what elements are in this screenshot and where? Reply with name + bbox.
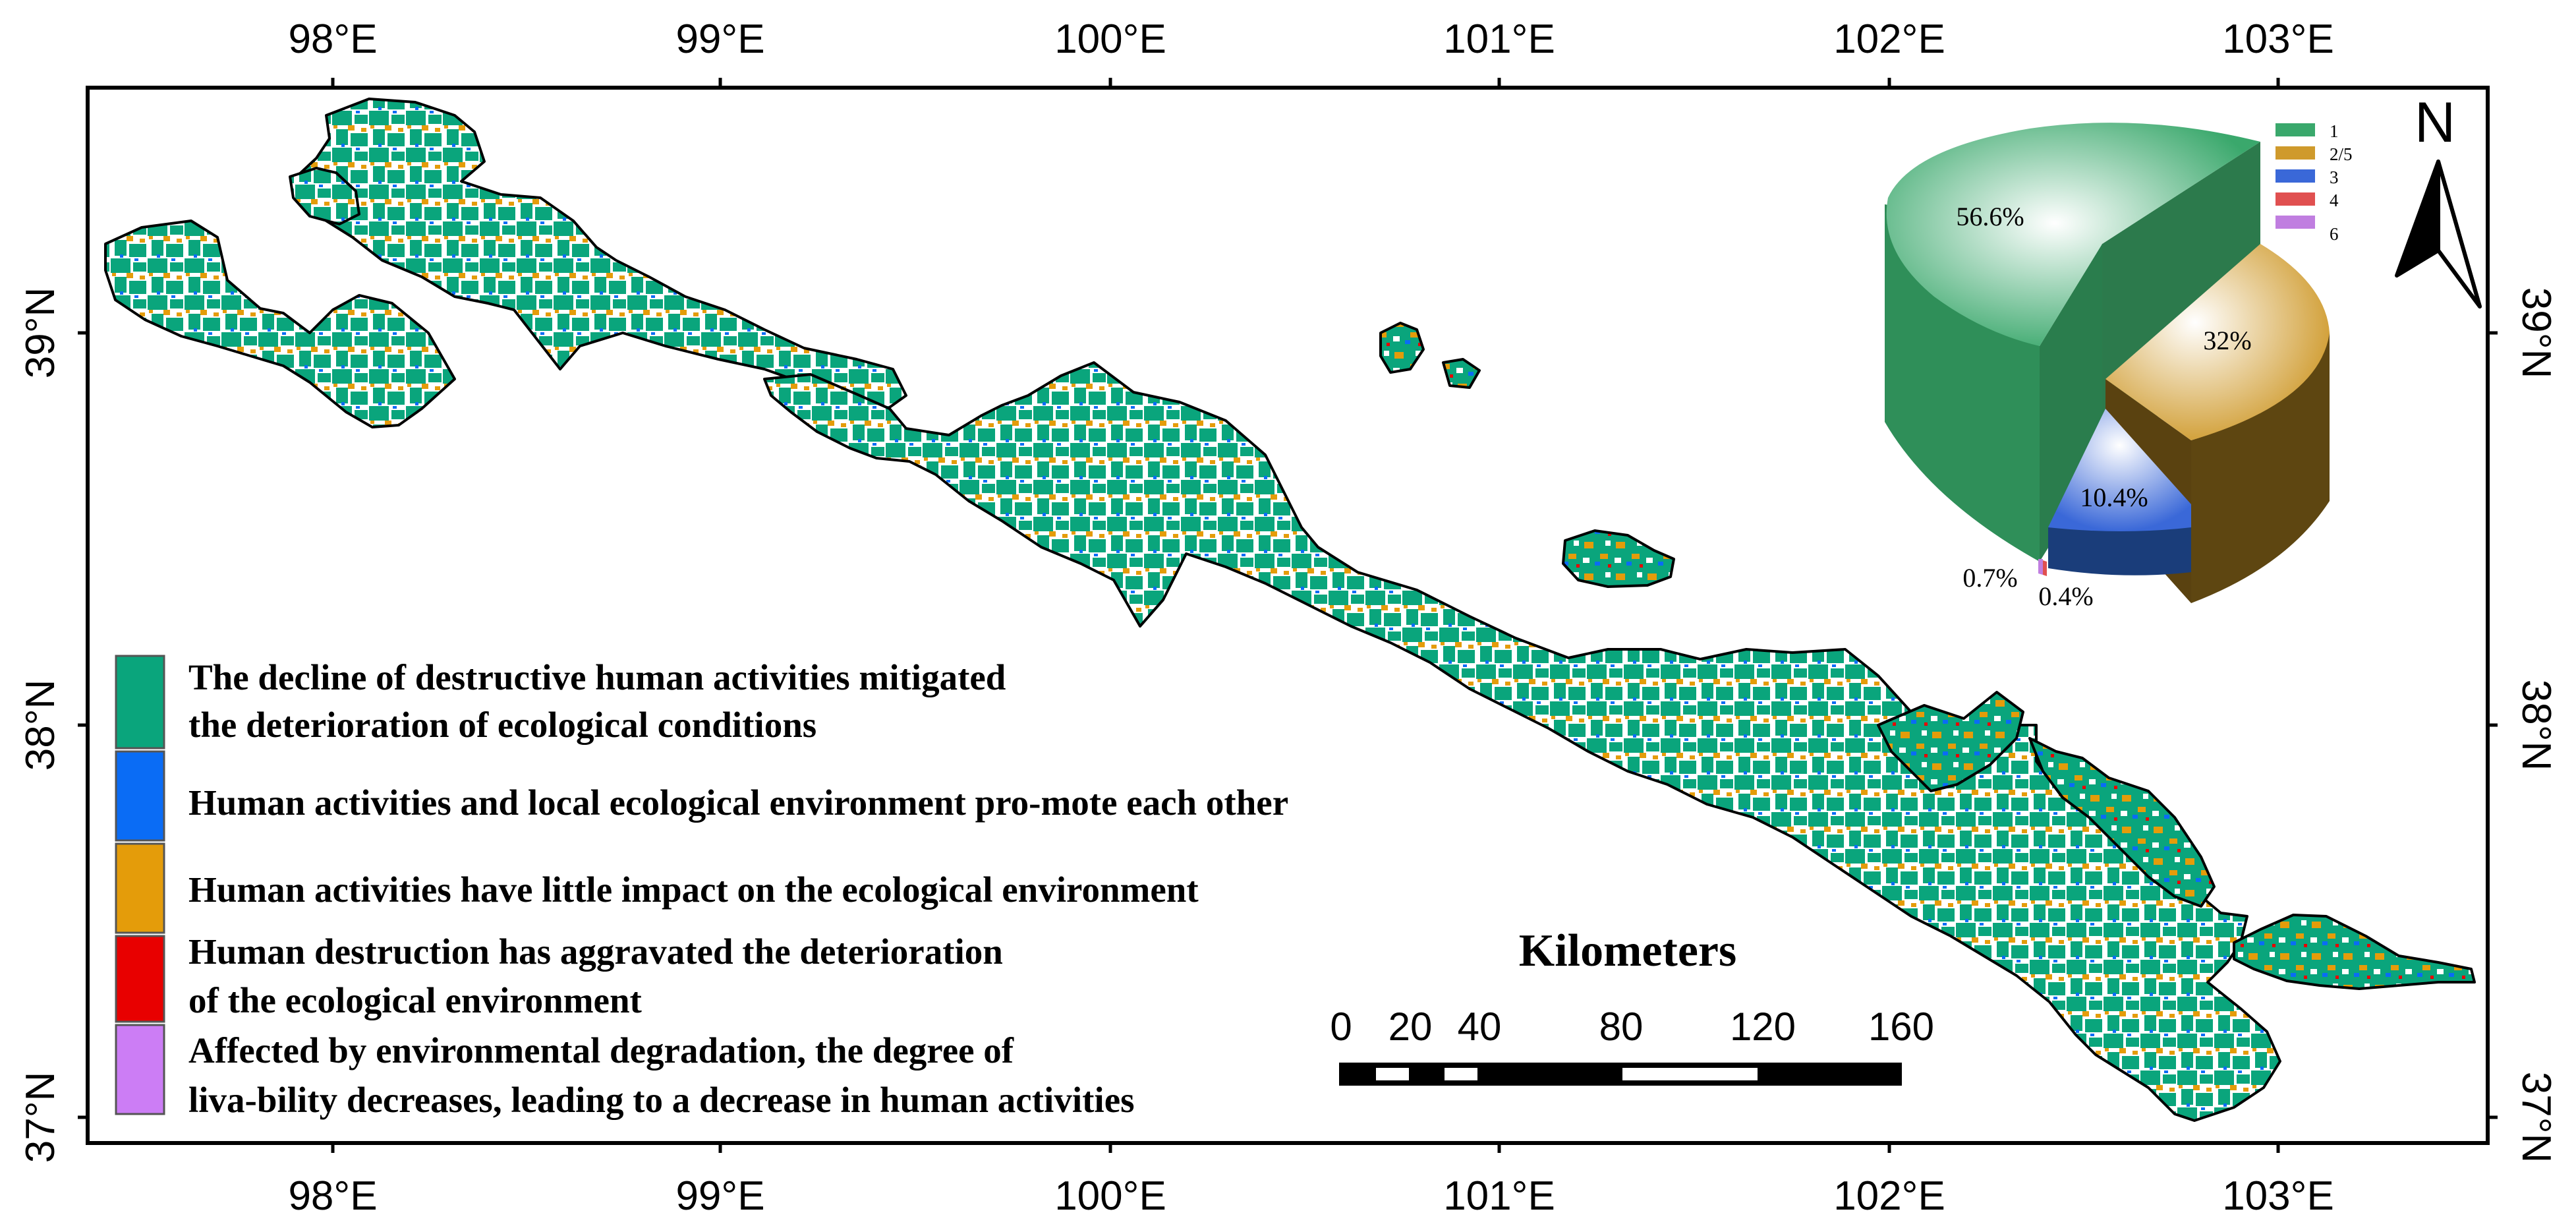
pie-chart: 56.6% 32% 10.4% 0.7% 0.4% 1 2/5 3 4 6 [1885,121,2353,611]
legend-label-6-line2: liva-bility decreases, leading to a decr… [188,1080,1135,1120]
region-island-c [1562,529,1675,588]
lon-label-top-102: 102°E [1833,16,1945,62]
legend-swatch-2-5 [115,842,165,934]
lon-label-bottom-98: 98°E [288,1173,377,1219]
pie-slice-2-5-wall-outer [2191,333,2330,603]
pie-legend-label-3: 3 [2330,167,2339,187]
scale-bar-seg-white-1 [1376,1068,1409,1080]
lat-label-left-39: 39°N [18,287,63,379]
region-far-east [2233,914,2476,990]
lon-label-bottom-103: 103°E [2222,1173,2334,1219]
legend-swatch-1 [115,655,165,749]
lon-label-bottom-101: 101°E [1443,1173,1555,1219]
pie-slice-6 [2038,559,2043,575]
lon-label-top-100: 100°E [1054,16,1166,62]
map-legend: The decline of destructive human activit… [115,655,1288,1120]
legend-swatch-4 [115,935,165,1023]
pie-label-2-5: 32% [2203,326,2251,355]
pie-legend-swatch-6 [2275,216,2315,229]
pie-slice-3-wall [2048,527,2191,575]
legend-label-6-line1: Affected by environmental degradation, t… [188,1030,1014,1071]
graticule-ticks [78,78,2498,1153]
lat-label-right-39: 39°N [2513,287,2559,379]
region-island-b [1442,358,1481,389]
scale-bar: Kilometers 0 20 40 80 120 160 [1330,925,1934,1086]
region-north-small [289,167,360,225]
lat-label-right-38: 38°N [2513,680,2559,771]
legend-label-4-line2: of the ecological environment [188,980,643,1020]
legend-label-2-5: Human activities have little impact on t… [188,869,1199,910]
pie-label-6: 0.4% [2038,581,2093,611]
scale-tick-160: 160 [1868,1005,1934,1049]
region-east-tail [2028,737,2216,908]
lat-label-right-37: 37°N [2513,1072,2559,1163]
pie-slice-2-5 [2105,244,2330,440]
pie-legend-swatch-3 [2275,169,2315,183]
pie-slice-3 [2048,409,2191,531]
pie-label-3: 10.4% [2080,483,2148,512]
pie-slice-1 [1886,123,2260,347]
scale-bar-frame [1339,1063,1902,1086]
pie-slice-4 [2043,560,2047,576]
scale-bar-title: Kilometers [1519,925,1736,976]
lon-label-top-101: 101°E [1443,16,1555,62]
scale-bar-seg-white-2 [1445,1068,1477,1080]
pie-label-4: 0.7% [1962,563,2017,593]
pie-legend-label-1: 1 [2330,121,2339,141]
pie-legend-swatch-1 [2275,123,2315,136]
pie-label-1: 56.6% [1956,202,2024,231]
scale-tick-120: 120 [1730,1005,1796,1049]
lat-label-left-38: 38°N [18,680,63,771]
legend-label-1-line2: the deterioration of ecological conditio… [188,705,816,745]
lat-label-left-37: 37°N [18,1072,63,1163]
region-east-extension [1877,691,2024,792]
lon-label-top-99: 99°E [675,16,764,62]
lon-label-top-103: 103°E [2222,16,2334,62]
region-island-a [1379,322,1425,374]
region-main-corridor [763,361,2281,1122]
legend-label-3: Human activities and local ecological en… [188,782,1288,823]
pie-legend-label-4: 4 [2330,191,2339,210]
scale-tick-40: 40 [1458,1005,1502,1049]
study-area [104,98,2476,1122]
lon-label-top-98: 98°E [288,16,377,62]
legend-label-1-line1: The decline of destructive human activit… [188,657,1006,697]
pie-legend-swatch-2-5 [2275,146,2315,160]
map-frame [86,86,2490,1145]
pie-slice-1-wall-front [1885,211,2040,562]
pie-legend: 1 2/5 3 4 6 [2275,121,2353,244]
north-arrow-label: N [2415,91,2455,154]
lon-label-bottom-100: 100°E [1054,1173,1166,1219]
lon-label-bottom-102: 102°E [1833,1173,1945,1219]
legend-swatch-3 [115,750,165,842]
pie-legend-swatch-4 [2275,192,2315,206]
north-arrow: N [2395,91,2482,308]
legend-swatch-6 [115,1024,165,1115]
scale-bar-seg-white-3 [1622,1068,1758,1080]
pie-legend-label-6: 6 [2330,224,2339,244]
pie-legend-label-2-5: 2/5 [2330,144,2353,164]
region-northwest-arm [104,220,456,428]
scale-tick-20: 20 [1388,1005,1433,1049]
legend-label-4-line1: Human destruction has aggravated the det… [188,931,1003,972]
lon-label-bottom-99: 99°E [675,1173,764,1219]
scale-tick-80: 80 [1599,1005,1644,1049]
scale-tick-0: 0 [1330,1005,1352,1049]
north-arrow-outline [2395,160,2482,308]
